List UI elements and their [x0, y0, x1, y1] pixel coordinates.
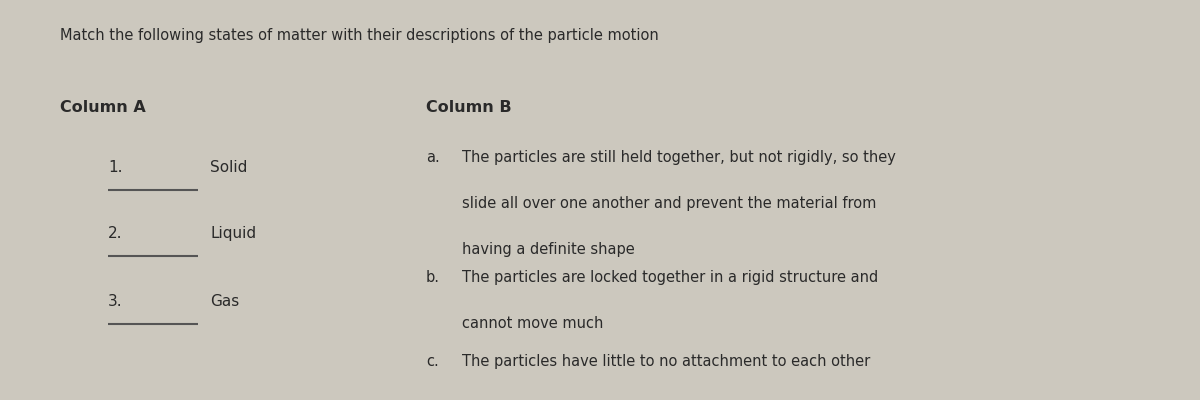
Text: 1.: 1. — [108, 160, 122, 175]
Text: Match the following states of matter with their descriptions of the particle mot: Match the following states of matter wit… — [60, 28, 659, 43]
Text: cannot move much: cannot move much — [462, 316, 604, 331]
Text: Solid: Solid — [210, 160, 247, 175]
Text: 2.: 2. — [108, 226, 122, 241]
Text: Column B: Column B — [426, 100, 511, 115]
Text: Column A: Column A — [60, 100, 145, 115]
Text: The particles are still held together, but not rigidly, so they: The particles are still held together, b… — [462, 150, 896, 165]
Text: The particles are locked together in a rigid structure and: The particles are locked together in a r… — [462, 270, 878, 285]
Text: having a definite shape: having a definite shape — [462, 242, 635, 257]
Text: 3.: 3. — [108, 294, 122, 309]
Text: b.: b. — [426, 270, 440, 285]
Text: c.: c. — [426, 354, 439, 369]
Text: a.: a. — [426, 150, 439, 165]
Text: The particles have little to no attachment to each other: The particles have little to no attachme… — [462, 354, 870, 369]
Text: Gas: Gas — [210, 294, 239, 309]
Text: Liquid: Liquid — [210, 226, 256, 241]
Text: slide all over one another and prevent the material from: slide all over one another and prevent t… — [462, 196, 876, 211]
